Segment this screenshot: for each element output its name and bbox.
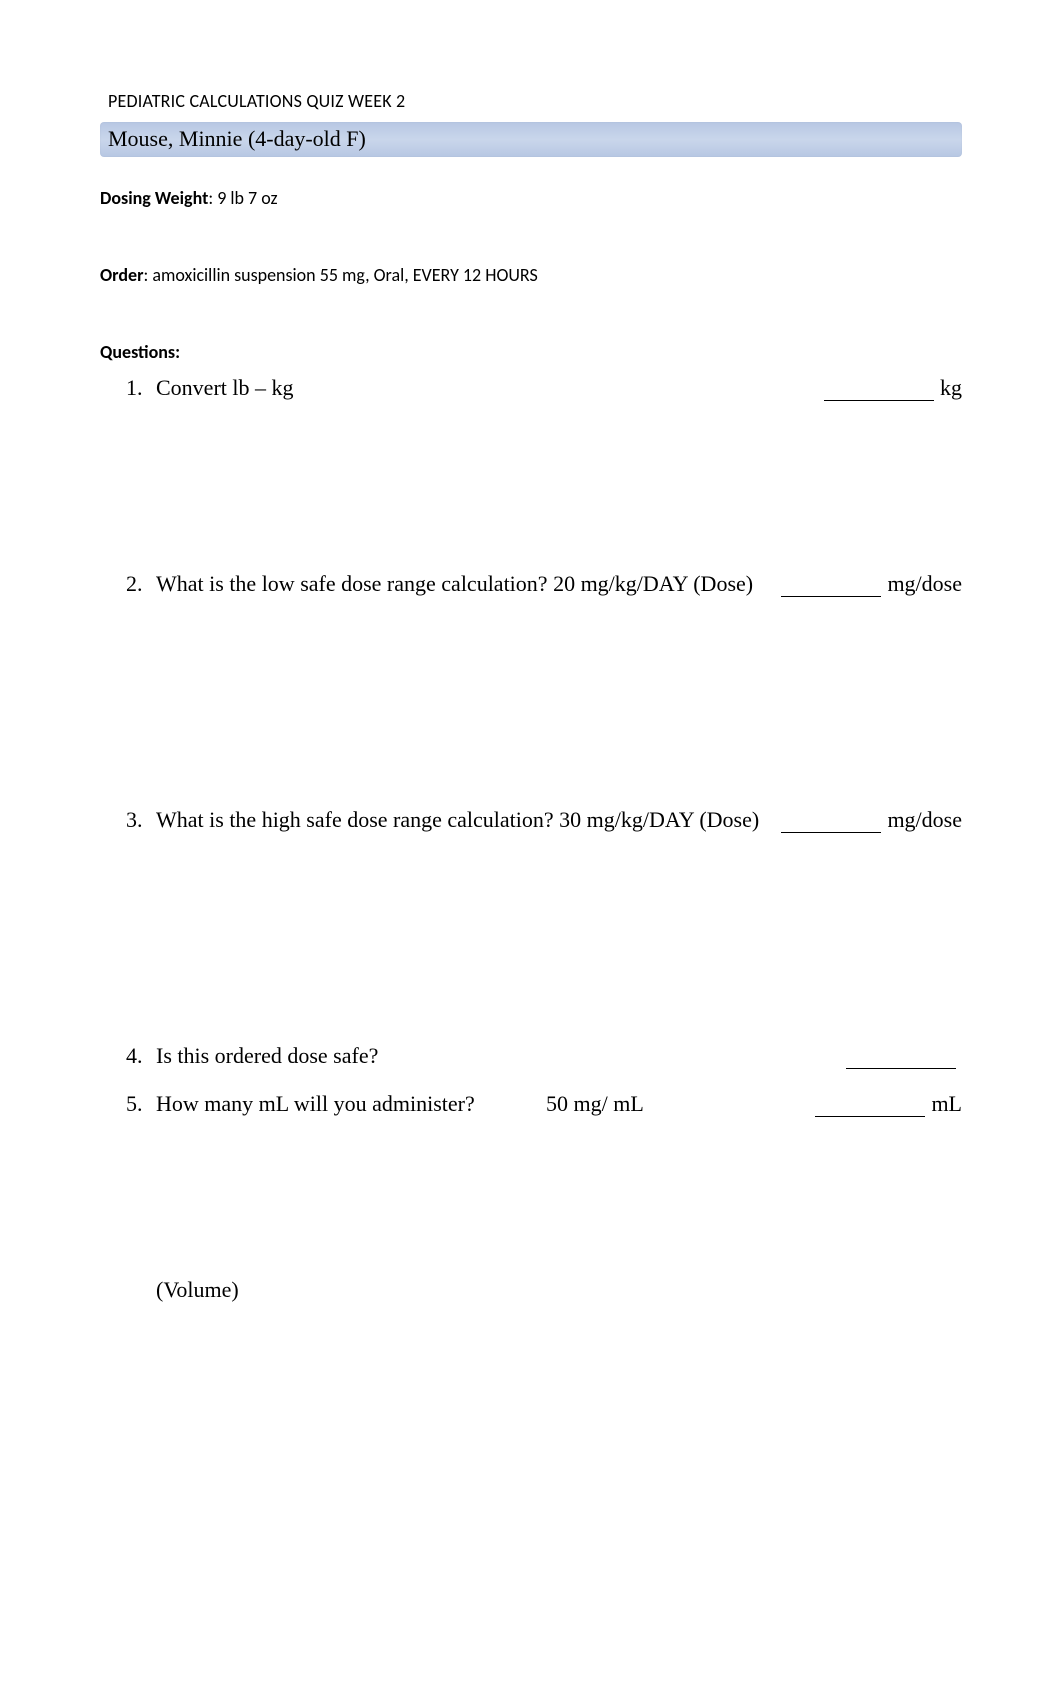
question-row: How many mL will you administer? 50 mg/ … (156, 1091, 962, 1117)
document-title: PEDIATRIC CALCULATIONS QUIZ WEEK 2 (100, 90, 962, 112)
question-text: How many mL will you administer? (156, 1091, 546, 1117)
question-2: What is the low safe dose range calculat… (148, 571, 962, 597)
question-extra-mid: 50 mg/ mL (546, 1091, 746, 1117)
answer-unit: mg/dose (887, 807, 962, 833)
questions-heading-text: Questions (100, 341, 175, 363)
question-3: What is the high safe dose range calcula… (148, 807, 962, 833)
answer-blank[interactable] (846, 1051, 956, 1069)
dosing-weight-separator: : (208, 187, 217, 209)
dosing-weight-value: 9 lb 7 oz (217, 187, 277, 209)
answer-blank[interactable] (781, 815, 881, 833)
answer-blank[interactable] (781, 579, 881, 597)
questions-list: Convert lb – kg kg What is the low safe … (100, 375, 962, 1117)
answer-slot: mL (815, 1091, 962, 1117)
order-label: Order (100, 264, 143, 286)
order-value: amoxicillin suspension 55 mg, Oral, EVER… (152, 264, 537, 286)
questions-heading-suffix: : (175, 341, 180, 363)
question-1: Convert lb – kg kg (148, 375, 962, 401)
answer-slot: kg (824, 375, 962, 401)
question-row: Convert lb – kg kg (156, 375, 962, 401)
answer-unit: mL (931, 1091, 962, 1117)
questions-heading: Questions: (100, 341, 962, 363)
question-row: What is the low safe dose range calculat… (156, 571, 962, 597)
answer-slot (846, 1051, 962, 1069)
answer-blank[interactable] (815, 1099, 925, 1117)
patient-bar: Mouse, Minnie (4-day-old F) (100, 122, 962, 157)
question-text: What is the low safe dose range calculat… (156, 571, 753, 597)
question-row: Is this ordered dose safe? (156, 1043, 962, 1069)
question-text: Is this ordered dose safe? (156, 1043, 378, 1069)
question-text: What is the high safe dose range calcula… (156, 807, 759, 833)
dosing-weight-line: Dosing Weight: 9 lb 7 oz (100, 187, 962, 209)
page: PEDIATRIC CALCULATIONS QUIZ WEEK 2 Mouse… (0, 0, 1062, 1700)
answer-unit: mg/dose (887, 571, 962, 597)
footer-note: (Volume) (100, 1277, 962, 1303)
question-row: What is the high safe dose range calcula… (156, 807, 962, 833)
question-5: How many mL will you administer? 50 mg/ … (148, 1091, 962, 1117)
answer-blank[interactable] (824, 383, 934, 401)
question-text: Convert lb – kg (156, 375, 294, 401)
answer-slot: mg/dose (781, 571, 962, 597)
question-4: Is this ordered dose safe? (148, 1043, 962, 1069)
answer-unit: kg (940, 375, 962, 401)
dosing-weight-label: Dosing Weight (100, 187, 208, 209)
answer-slot: mg/dose (781, 807, 962, 833)
order-line: Order: amoxicillin suspension 55 mg, Ora… (100, 264, 962, 286)
